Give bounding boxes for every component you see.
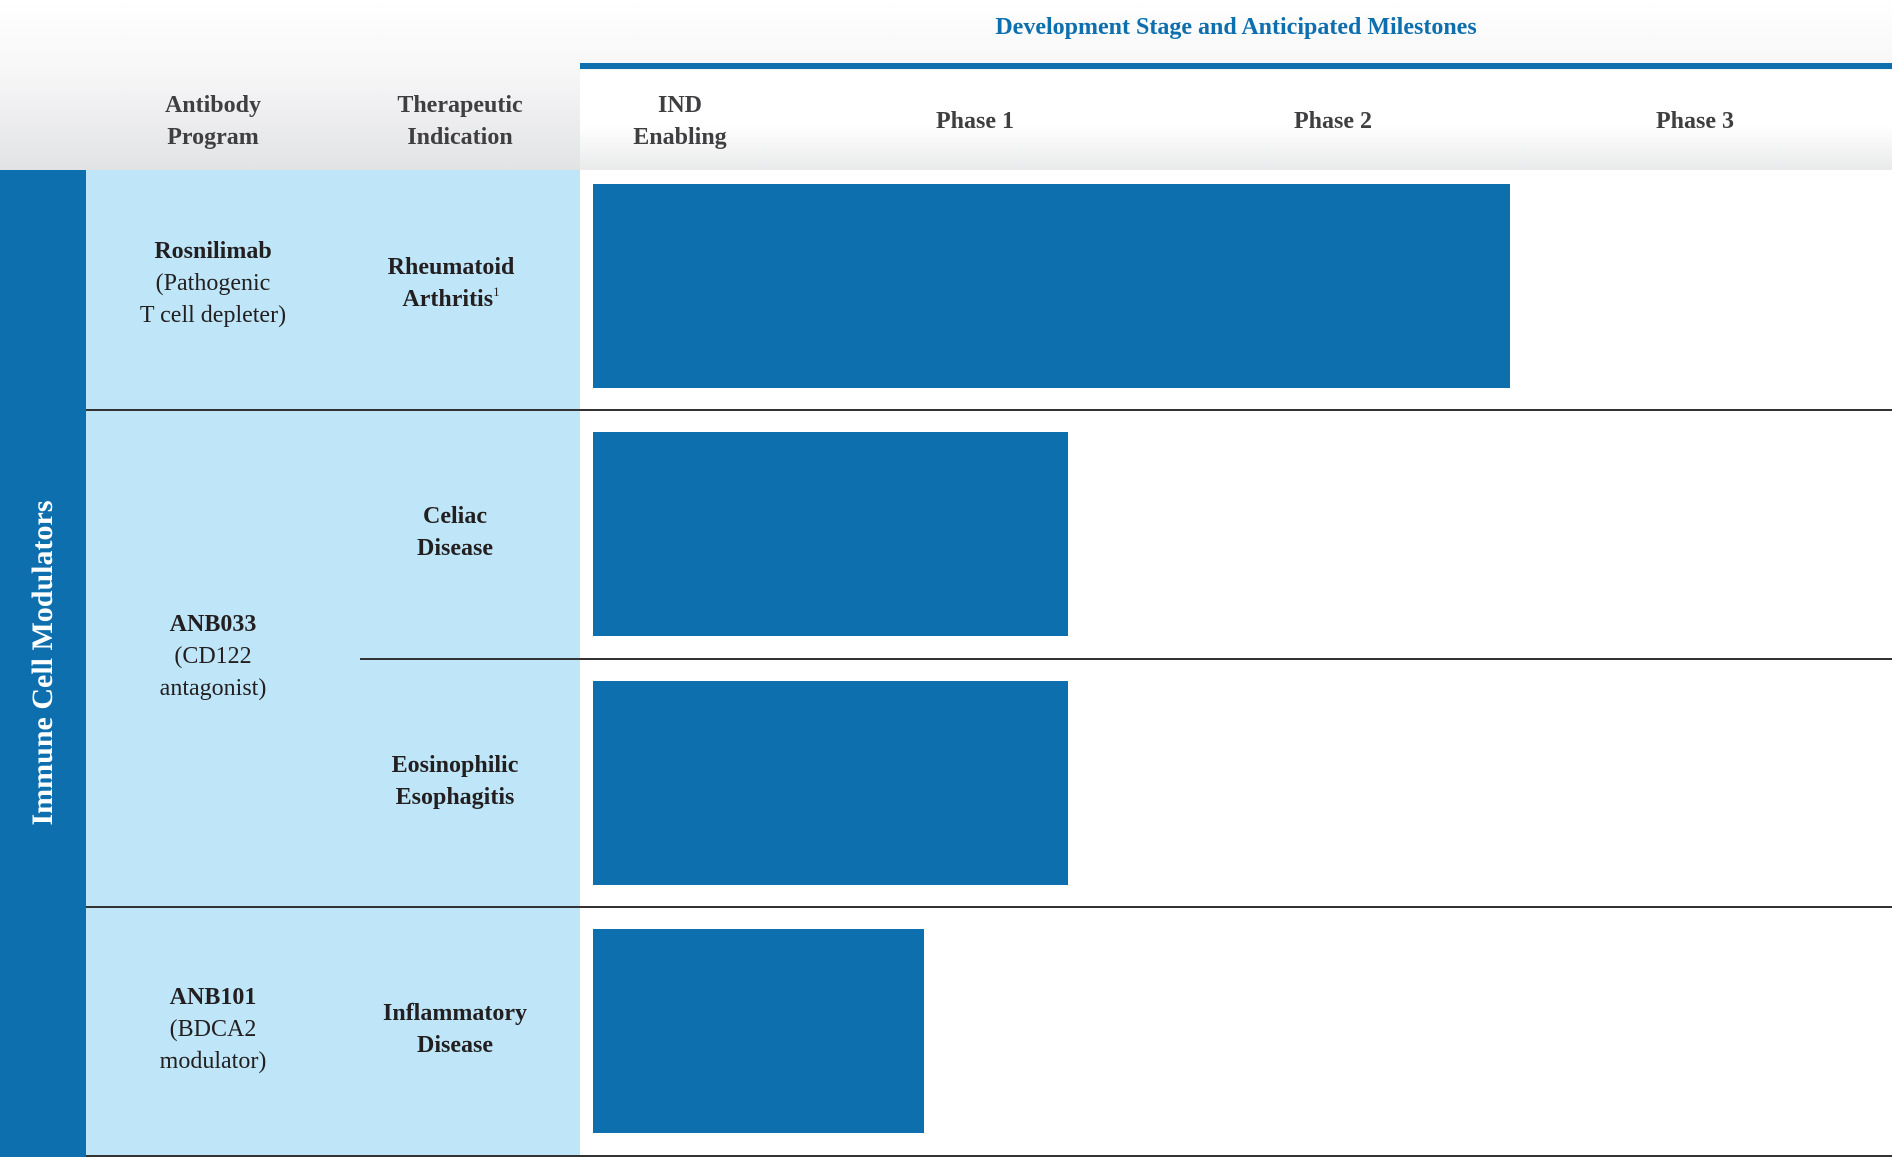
row-divider	[86, 1155, 1892, 1157]
program-anb101: ANB101 (BDCA2 modulator)	[86, 981, 340, 1077]
indication-eosinophilic-esophagitis: Eosinophilic Esophagitis	[391, 752, 519, 810]
program-name: ANB033	[169, 611, 257, 637]
chart-title: Development Stage and Anticipated Milest…	[995, 14, 1477, 40]
program-rosnilimab: Rosnilimab (Pathogenic T cell depleter)	[86, 235, 340, 331]
stage-header-band	[580, 70, 1892, 170]
antibody-program-header: Antibody Program	[164, 92, 262, 150]
program-description: T cell depleter)	[139, 302, 287, 328]
progress-bar-1	[593, 184, 1510, 388]
program-name: Rosnilimab	[154, 238, 272, 264]
program-column-band	[86, 170, 580, 1157]
indication-rheumatoid-arthritis: Rheumatoid Arthritis1	[387, 254, 515, 312]
program-description: modulator)	[159, 1048, 267, 1074]
program-description: antagonist)	[159, 675, 267, 701]
indication-inflammatory-disease: Inflammatory Disease	[383, 1000, 527, 1058]
program-description: (BDCA2	[169, 1016, 257, 1042]
stage-label-phase-3: Phase 3	[1656, 108, 1734, 134]
progress-bar-2	[593, 432, 1068, 636]
progress-bar-4	[593, 929, 924, 1133]
program-description: (Pathogenic	[155, 270, 271, 296]
footnote-marker: 1	[493, 284, 500, 299]
program-anb033: ANB033 (CD122 antagonist)	[86, 608, 340, 704]
row-divider	[360, 658, 1892, 660]
stage-label-phase-1: Phase 1	[936, 108, 1014, 134]
title-rule	[580, 63, 1892, 69]
program-name: ANB101	[169, 984, 257, 1010]
row-divider	[86, 906, 1892, 908]
program-description: (CD122	[174, 643, 252, 669]
stage-label-ind-enabling: IND Enabling	[633, 92, 727, 150]
therapeutic-indication-header: Therapeutic Indication	[397, 92, 523, 150]
indication-celiac-disease: Celiac Disease	[417, 503, 493, 561]
category-side-band	[0, 170, 86, 1157]
row-divider	[86, 409, 1892, 411]
stage-label-phase-2: Phase 2	[1294, 108, 1372, 134]
progress-bar-3	[593, 681, 1068, 885]
